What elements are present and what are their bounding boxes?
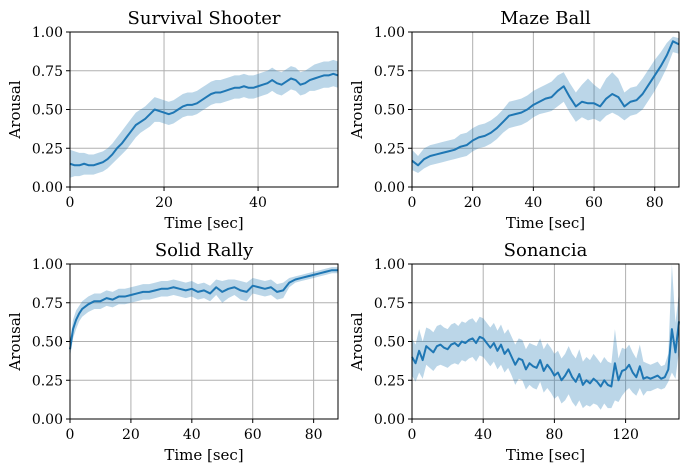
mean-line — [411, 40, 680, 167]
y-tick-label: 1.00 — [32, 257, 63, 273]
y-tick-label: 0.25 — [32, 373, 63, 389]
y-tick-label: 0.50 — [374, 103, 405, 119]
x-tick-label: 80 — [305, 427, 323, 443]
y-tick-label: 0.50 — [32, 103, 63, 119]
confidence-band — [70, 59, 338, 178]
x-tick-label: 40 — [474, 427, 492, 443]
chart-title: Survival Shooter — [128, 8, 281, 29]
y-tick-label: 0.75 — [374, 64, 405, 80]
y-tick-label: 0.00 — [374, 412, 405, 428]
y-tick-label: 0.25 — [374, 373, 405, 389]
x-axis-label: Time [sec] — [506, 214, 585, 232]
y-tick-label: 0.75 — [32, 64, 63, 80]
y-axis-label: Arousal — [6, 80, 24, 139]
y-tick-label: 0.00 — [32, 180, 63, 196]
x-tick-label: 60 — [585, 195, 603, 211]
mean-line — [411, 321, 680, 388]
panel-maze-ball: Maze Ball Time [sec] Arousal 0 20 40 60 80 0.… — [348, 8, 680, 232]
x-tick-label: 40 — [249, 195, 267, 211]
x-tick-label: 60 — [244, 427, 262, 443]
chart-title: Maze Ball — [500, 8, 591, 29]
mean-line — [69, 269, 338, 350]
panel-survival-shooter: Survival Shooter Time [sec] Arousal 0 20 4… — [6, 8, 339, 232]
x-tick-label: 20 — [464, 195, 482, 211]
chart-title: Solid Rally — [155, 240, 254, 261]
y-tick-label: 0.75 — [374, 296, 405, 312]
y-tick-label: 0.25 — [32, 141, 63, 157]
panel-sonancia: Sonancia Time [sec] Arousal 0 40 80 120 0.00… — [348, 240, 680, 464]
x-tick-label: 0 — [66, 195, 75, 211]
y-tick-label: 0.50 — [374, 335, 405, 351]
confidence-band — [412, 264, 679, 410]
y-tick-label: 1.00 — [32, 25, 63, 41]
x-tick-label: 0 — [408, 195, 417, 211]
chart-title: Sonancia — [504, 240, 588, 261]
confidence-band — [412, 36, 679, 174]
y-axis-label: Arousal — [6, 312, 24, 371]
x-tick-label: 0 — [408, 427, 417, 443]
x-tick-label: 20 — [155, 195, 173, 211]
mean-line — [69, 72, 339, 167]
x-tick-label: 40 — [183, 427, 201, 443]
x-tick-label: 40 — [524, 195, 542, 211]
x-axis-label: Time [sec] — [506, 446, 585, 464]
y-axis-label: Arousal — [348, 312, 366, 371]
x-tick-label: 20 — [122, 427, 140, 443]
y-axis-label: Arousal — [348, 80, 366, 139]
x-tick-label: 0 — [66, 427, 75, 443]
y-tick-label: 0.25 — [374, 141, 405, 157]
confidence-band — [70, 267, 338, 357]
x-axis-label: Time [sec] — [164, 214, 243, 232]
y-tick-label: 0.00 — [32, 412, 63, 428]
y-tick-label: 0.50 — [32, 335, 63, 351]
y-tick-label: 0.75 — [32, 296, 63, 312]
y-tick-label: 1.00 — [374, 257, 405, 273]
y-tick-label: 0.00 — [374, 180, 405, 196]
x-axis-label: Time [sec] — [164, 446, 243, 464]
y-tick-label: 1.00 — [374, 25, 405, 41]
x-tick-label: 80 — [646, 195, 664, 211]
panel-solid-rally: Solid Rally Time [sec] Arousal 0 20 40 60 80… — [6, 240, 339, 464]
x-tick-label: 80 — [545, 427, 563, 443]
x-tick-label: 120 — [612, 427, 639, 443]
